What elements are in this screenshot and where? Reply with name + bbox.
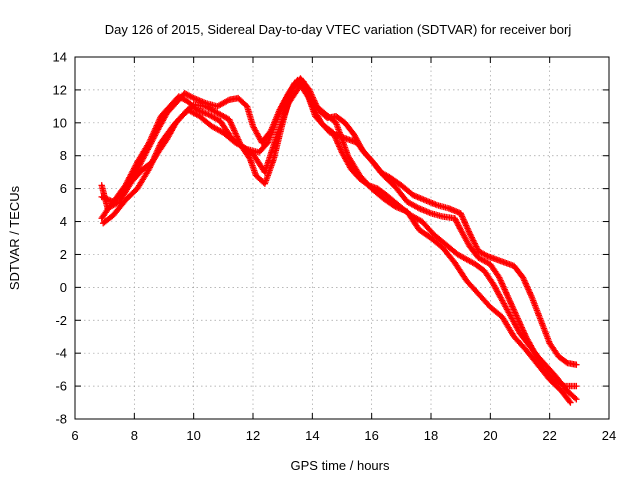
grid xyxy=(75,57,609,419)
x-tick-label: 8 xyxy=(131,428,138,443)
y-tick-label: 0 xyxy=(60,280,67,295)
data-points xyxy=(98,75,580,406)
data-point xyxy=(573,396,580,403)
x-tick-label: 18 xyxy=(424,428,438,443)
y-tick-label: 6 xyxy=(60,181,67,196)
data-point xyxy=(455,222,462,229)
data-point xyxy=(571,394,579,402)
y-tick-label: 12 xyxy=(53,82,67,97)
series-track-1 xyxy=(98,76,580,390)
y-tick-label: 8 xyxy=(60,148,67,163)
y-tick-label: 2 xyxy=(60,247,67,262)
x-tick-label: 10 xyxy=(186,428,200,443)
y-axis-label: SDTVAR / TECUs xyxy=(7,185,22,290)
series-track-4 xyxy=(99,81,574,406)
y-tick-label: -4 xyxy=(55,346,67,361)
data-point xyxy=(453,217,460,225)
x-tick-label: 6 xyxy=(71,428,78,443)
x-axis-label: GPS time / hours xyxy=(291,458,390,473)
y-tick-label: -6 xyxy=(55,379,67,394)
x-tick-label: 14 xyxy=(305,428,319,443)
x-tick-label: 20 xyxy=(483,428,497,443)
y-tick-label: -2 xyxy=(55,313,67,328)
x-tick-label: 24 xyxy=(602,428,616,443)
data-point xyxy=(567,399,574,406)
y-tick-label: 10 xyxy=(53,115,67,130)
x-tick-label: 22 xyxy=(542,428,556,443)
x-tick-label: 12 xyxy=(246,428,260,443)
chart-title: Day 126 of 2015, Sidereal Day-to-day VTE… xyxy=(105,22,572,37)
data-point xyxy=(189,102,196,110)
y-tick-label: -8 xyxy=(55,412,67,427)
data-point xyxy=(566,398,573,405)
data-point xyxy=(454,220,461,228)
plot-frame xyxy=(74,56,610,420)
y-tick-label: 14 xyxy=(53,50,67,65)
x-tick-label: 16 xyxy=(364,428,378,443)
data-point xyxy=(573,382,580,390)
data-point xyxy=(573,361,580,368)
y-tick-label: 4 xyxy=(60,214,67,229)
